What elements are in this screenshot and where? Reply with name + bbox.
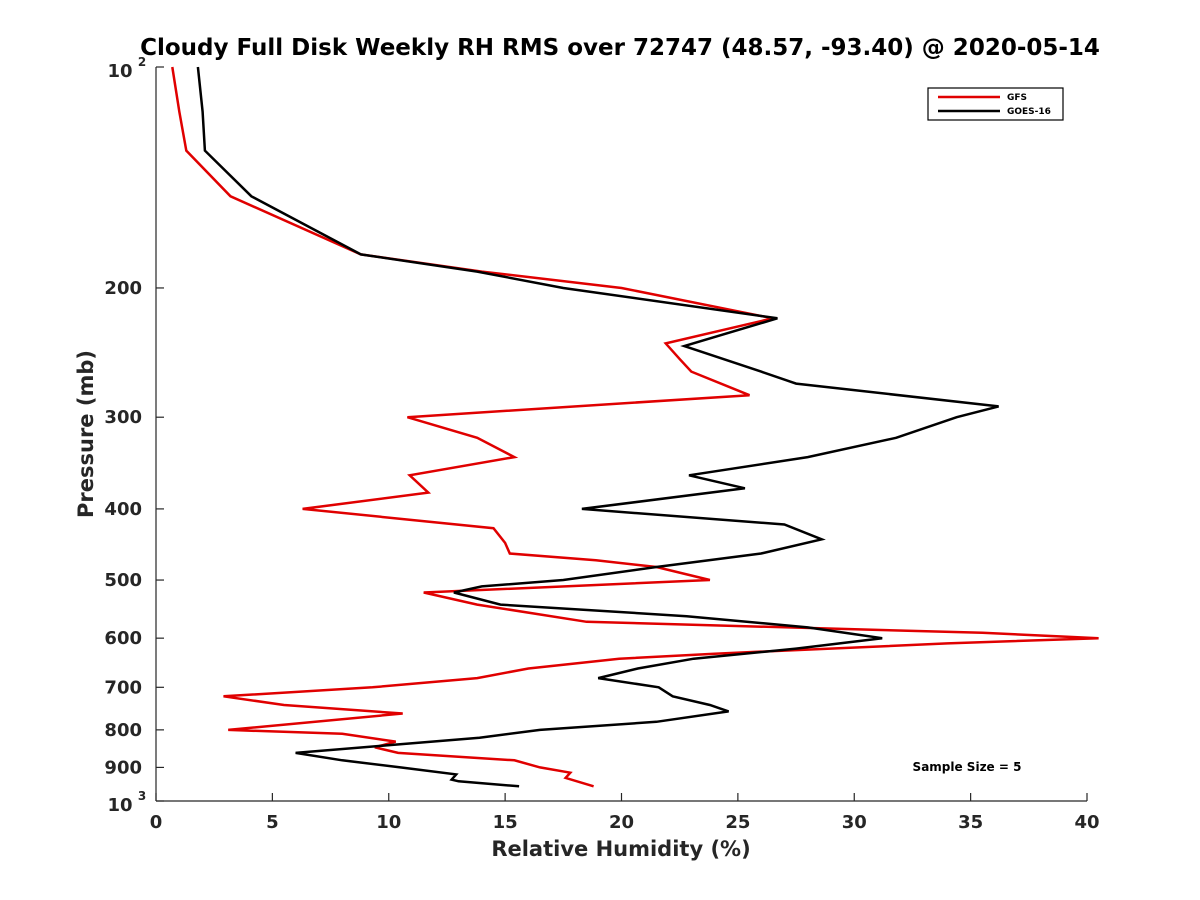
legend-box xyxy=(927,87,1064,121)
series-lines xyxy=(171,66,1099,788)
y-tick-label-power: 10 2 xyxy=(107,55,146,82)
x-axis-label: Relative Humidity (%) xyxy=(491,837,750,861)
x-tick-label: 20 xyxy=(609,812,634,833)
legend-label-gfs: GFS xyxy=(1007,93,1027,103)
y-tick-label: 300 xyxy=(104,407,142,428)
y-tick-label: 800 xyxy=(104,720,142,741)
legend: GFS GOES-16 xyxy=(927,87,1064,121)
sample-size-annotation: Sample Size = 5 xyxy=(913,760,1022,774)
x-tick-label: 35 xyxy=(958,812,983,833)
chart-title: Cloudy Full Disk Weekly RH RMS over 7274… xyxy=(140,35,1100,61)
series-line-gfs xyxy=(171,66,1099,788)
x-tick-label: 15 xyxy=(493,812,518,833)
series-line-goes16 xyxy=(196,66,999,788)
x-tick-label: 30 xyxy=(842,812,867,833)
x-tick-label: 25 xyxy=(725,812,750,833)
x-tick-label: 10 xyxy=(376,812,401,833)
y-tick-label: 500 xyxy=(104,570,142,591)
y-tick-label: 700 xyxy=(104,677,142,698)
x-tick-label: 5 xyxy=(266,812,279,833)
y-tick-label: 900 xyxy=(104,757,142,778)
y-tick-label: 600 xyxy=(104,628,142,649)
legend-label-goes16: GOES-16 xyxy=(1007,107,1051,117)
y-axis-label: Pressure (mb) xyxy=(74,350,98,518)
y-ticks: 10 2 200 300 400 500 600 700 800 900 10 3 xyxy=(104,55,164,816)
y-tick-exponent: 3 xyxy=(138,789,146,803)
x-tick-label: 0 xyxy=(150,812,163,833)
y-tick-exponent: 2 xyxy=(138,55,146,69)
y-tick-base: 10 xyxy=(107,795,132,816)
x-tick-label: 40 xyxy=(1074,812,1099,833)
y-tick-label: 400 xyxy=(104,499,142,520)
y-tick-label: 200 xyxy=(104,278,142,299)
y-tick-label-power: 10 3 xyxy=(107,789,146,816)
y-tick-base: 10 xyxy=(107,61,132,82)
x-ticks: 0 5 10 15 20 25 30 35 40 xyxy=(150,793,1100,833)
